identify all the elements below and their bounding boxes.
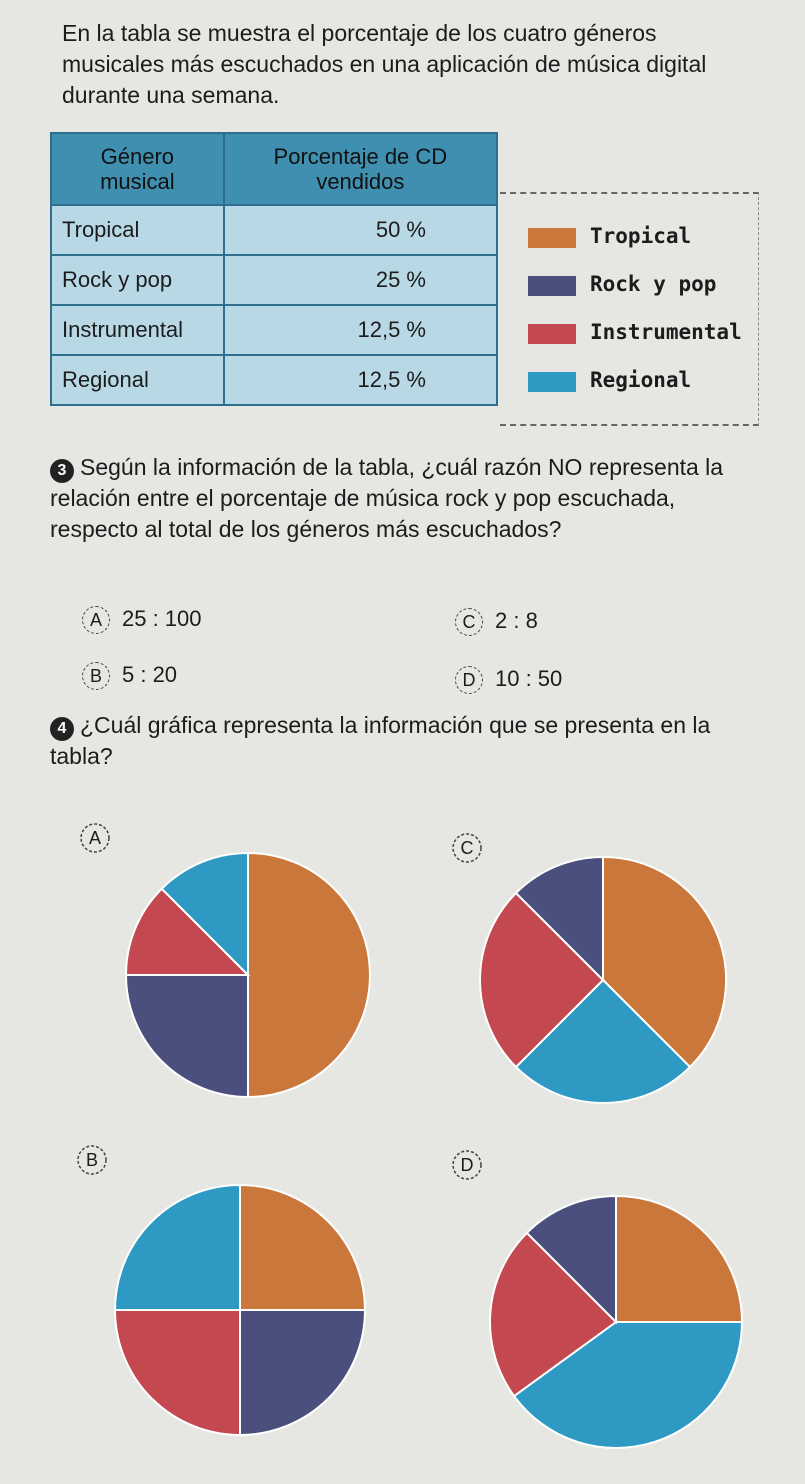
option-circle bbox=[80, 823, 110, 853]
question-number: 4 bbox=[50, 717, 74, 741]
table-cell: 12,5 % bbox=[222, 304, 499, 356]
pie-slice bbox=[113, 1183, 241, 1311]
option[interactable]: A 25 : 100 bbox=[82, 606, 202, 634]
pie-slice bbox=[602, 855, 727, 1069]
option-letter: A bbox=[82, 606, 110, 634]
legend-label: Regional bbox=[590, 368, 692, 392]
legend-swatch bbox=[528, 228, 576, 248]
question-text: ¿Cuál gráfica representa la información … bbox=[50, 712, 711, 769]
table-header: Porcentaje de CD vendidos bbox=[222, 132, 499, 206]
question-text: Según la información de la tabla, ¿cuál … bbox=[50, 454, 724, 542]
pie-slice bbox=[514, 855, 604, 983]
pie-charts: A B C D bbox=[77, 823, 744, 1449]
pie-slice bbox=[489, 1231, 618, 1398]
table-cell: 12,5 % bbox=[222, 354, 499, 406]
legend-label: Rock y pop bbox=[590, 272, 717, 296]
legend-swatch bbox=[528, 324, 576, 344]
option-circle bbox=[452, 1150, 482, 1180]
legend-swatch bbox=[528, 276, 576, 296]
table-cell: Regional bbox=[50, 354, 225, 406]
option[interactable]: B 5 : 20 bbox=[82, 662, 177, 690]
table-cell: Instrumental bbox=[50, 304, 225, 356]
question-4: 4 ¿Cuál gráfica representa la información… bbox=[50, 710, 760, 772]
pie-slice bbox=[615, 1194, 744, 1323]
legend: Tropical Rock y pop Instrumental Regional bbox=[500, 192, 759, 426]
pie-slice bbox=[124, 974, 249, 1099]
table-cell: 50 % bbox=[222, 204, 499, 256]
intro-text: En la tabla se muestra el porcentaje de … bbox=[62, 20, 707, 108]
option-letter: C bbox=[461, 838, 474, 858]
option-letter: D bbox=[455, 666, 483, 694]
question-number: 3 bbox=[50, 459, 74, 483]
table-header: Género musical bbox=[50, 132, 225, 206]
table-cell: 25 % bbox=[222, 254, 499, 306]
pie-slice bbox=[124, 887, 251, 976]
legend-swatch bbox=[528, 372, 576, 392]
option-letter: C bbox=[455, 608, 483, 636]
option[interactable]: C 2 : 8 bbox=[455, 608, 538, 636]
pie-slice bbox=[239, 1183, 367, 1311]
table-cell: Rock y pop bbox=[50, 254, 225, 306]
option-text: 5 : 20 bbox=[122, 662, 178, 687]
option-text: 25 : 100 bbox=[122, 606, 202, 631]
pie-slice bbox=[247, 851, 371, 1099]
pie-slice bbox=[512, 1321, 744, 1449]
pie-slice bbox=[113, 1309, 241, 1437]
option-circle bbox=[77, 1145, 107, 1175]
option-text: 10 : 50 bbox=[495, 666, 563, 691]
option-text: 2 : 8 bbox=[495, 608, 538, 633]
table-cell: Tropical bbox=[50, 204, 225, 256]
pie-slice bbox=[239, 1309, 367, 1437]
data-table: Género musical Porcentaje de CD vendidos … bbox=[50, 132, 499, 406]
pie-slice bbox=[514, 978, 692, 1104]
legend-label: Instrumental bbox=[590, 320, 742, 344]
pie-slice bbox=[479, 891, 605, 1069]
legend-label: Tropical bbox=[590, 224, 692, 248]
option-letter: A bbox=[89, 828, 101, 848]
pie-slice bbox=[160, 851, 249, 978]
option-circle bbox=[452, 833, 482, 863]
option[interactable]: D 10 : 50 bbox=[455, 666, 562, 694]
option-letter: D bbox=[461, 1155, 474, 1175]
question-3: 3 Según la información de la tabla, ¿cuál… bbox=[50, 452, 760, 545]
pie-slice bbox=[525, 1194, 617, 1325]
option-letter: B bbox=[82, 662, 110, 690]
option-letter: B bbox=[86, 1150, 98, 1170]
